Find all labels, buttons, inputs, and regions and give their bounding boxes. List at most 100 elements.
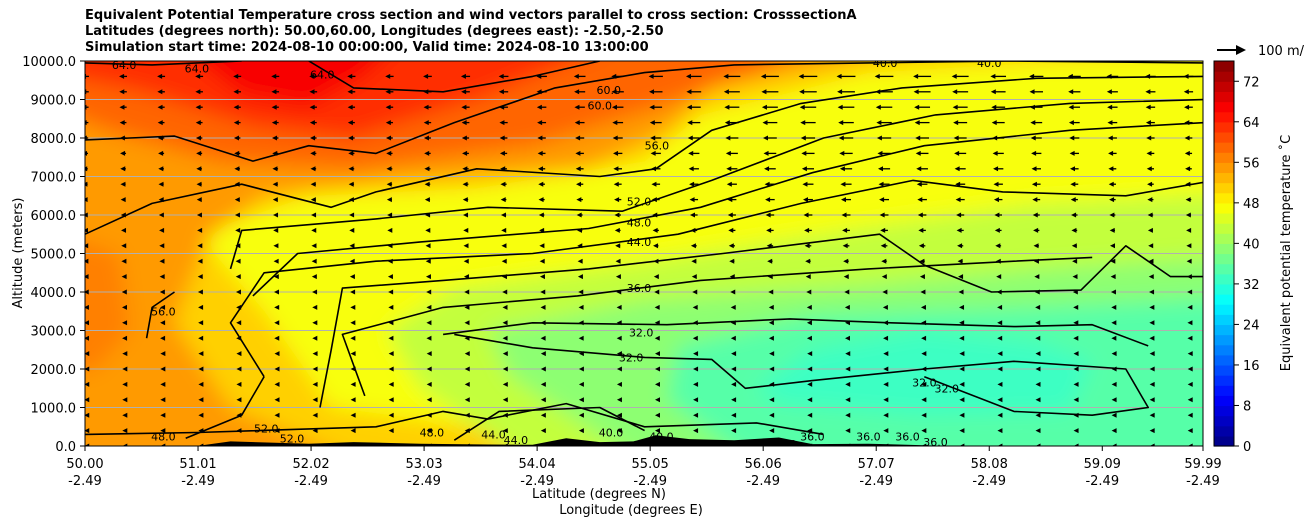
wind-vector-head — [1185, 197, 1191, 203]
wind-vector-head — [1035, 428, 1041, 434]
wind-vector-head — [614, 197, 620, 203]
wind-vector — [957, 243, 964, 249]
wind-vector — [1146, 150, 1155, 156]
wind-vector-head — [462, 181, 468, 187]
wind-vector — [692, 320, 698, 326]
wind-vector — [992, 150, 1004, 156]
wind-vector — [85, 304, 89, 310]
wind-vector-head — [85, 381, 90, 387]
wind-vector-head — [731, 443, 737, 446]
wind-vector-head — [462, 150, 468, 156]
wind-vector — [272, 135, 279, 141]
wind-vector-head — [883, 320, 889, 326]
wind-vector — [85, 381, 90, 387]
wind-vector — [540, 381, 546, 387]
wind-vector-head — [119, 120, 125, 126]
wind-vector — [686, 104, 701, 110]
wind-vector-head — [576, 181, 582, 187]
wind-vector-head — [272, 181, 278, 187]
wind-vector — [271, 89, 280, 95]
wind-vector-head — [1185, 181, 1191, 187]
wind-vector — [875, 104, 893, 110]
wind-vector-head — [1035, 351, 1041, 357]
wind-vector — [159, 289, 165, 295]
wind-vector — [992, 135, 1005, 141]
wind-vector — [120, 181, 126, 187]
wind-vector-head — [386, 197, 392, 203]
wind-vector-head — [578, 397, 584, 403]
wind-vector — [501, 243, 507, 249]
wind-vector — [348, 197, 354, 203]
colorbar-tick-label: 0 — [1243, 440, 1251, 455]
wind-vector — [883, 443, 889, 446]
wind-vector-head — [807, 381, 813, 387]
wind-vector-head — [997, 320, 1003, 326]
wind-vector — [877, 166, 891, 172]
wind-vector-head — [388, 381, 394, 387]
wind-vector — [347, 104, 356, 110]
contour-label: 56.0 — [151, 305, 176, 318]
wind-vector — [655, 397, 661, 403]
wind-vector — [235, 274, 241, 280]
wind-vector-head — [1030, 135, 1036, 141]
wind-vector-head — [198, 412, 204, 418]
field-layer-4 — [85, 241, 130, 371]
colorbar-segment — [1214, 375, 1234, 386]
wind-vector — [501, 258, 507, 264]
wind-vector — [807, 366, 813, 372]
wind-vector — [1111, 443, 1117, 446]
wind-vector-head — [195, 120, 201, 126]
wind-vector-head — [502, 397, 508, 403]
wind-vector — [615, 258, 621, 264]
wind-vector-head — [877, 150, 883, 156]
wind-vector-head — [502, 428, 508, 434]
wind-vector-head — [577, 274, 583, 280]
y-tick-label: 2000.0 — [31, 363, 77, 378]
wind-vector-head — [271, 73, 277, 79]
wind-vector-head — [235, 227, 241, 233]
wind-vector-head — [499, 150, 505, 156]
wind-vector — [913, 89, 931, 95]
wind-vector — [798, 73, 818, 79]
wind-vector — [1111, 428, 1117, 434]
wind-vector-head — [122, 366, 128, 372]
wind-vector — [1071, 243, 1077, 249]
wind-vector-head — [1072, 289, 1078, 295]
wind-vector — [575, 166, 584, 172]
wind-vector — [951, 73, 969, 79]
wind-vector-head — [691, 274, 697, 280]
wind-vector-head — [197, 274, 203, 280]
wind-vector — [764, 166, 776, 172]
wind-vector — [613, 150, 623, 156]
wind-vector-head — [1035, 320, 1041, 326]
contour-label: 44.0 — [627, 236, 652, 249]
wind-vector — [875, 89, 893, 95]
wind-vector — [616, 397, 622, 403]
wind-vector — [763, 135, 777, 141]
wind-vector-head — [845, 351, 851, 357]
wind-vector — [502, 320, 508, 326]
wind-vector-head — [693, 412, 699, 418]
wind-vector-head — [157, 135, 163, 141]
wind-vector-head — [312, 428, 318, 434]
wind-vector-head — [464, 412, 470, 418]
wind-vector — [1111, 304, 1117, 310]
wind-vector-head — [198, 304, 204, 310]
wind-vector — [1186, 243, 1192, 249]
wind-vector — [1187, 335, 1193, 341]
wind-vector — [85, 366, 90, 372]
wind-vector-head — [312, 381, 318, 387]
wind-vector — [654, 304, 660, 310]
wind-vector-head — [540, 443, 546, 446]
wind-vector — [157, 73, 166, 79]
contour-36 — [341, 256, 1093, 397]
wind-vector-head — [426, 412, 432, 418]
wind-vector — [122, 397, 128, 403]
wind-vector-head — [122, 335, 128, 341]
wind-vector — [1073, 366, 1079, 372]
wind-vector — [1109, 227, 1116, 233]
wind-vector — [158, 181, 164, 187]
wind-vector-head — [731, 351, 737, 357]
wind-vector-head — [426, 335, 432, 341]
terrain-silhouette — [196, 435, 958, 446]
